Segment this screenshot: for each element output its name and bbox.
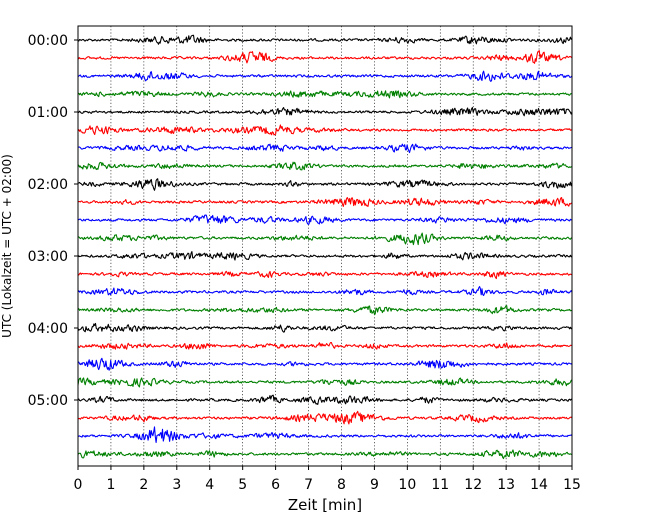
y-tick-label: 04:00 bbox=[28, 321, 68, 337]
x-tick-label: 11 bbox=[431, 477, 449, 493]
seismic-traces bbox=[77, 34, 573, 460]
trace-line bbox=[77, 449, 573, 460]
x-tick-label: 12 bbox=[464, 477, 482, 493]
y-tick-label: 00:00 bbox=[28, 33, 68, 49]
trace-line bbox=[77, 50, 573, 64]
trace-line bbox=[77, 178, 573, 191]
x-axis-ticks: 0 1 2 3 4 5 6 7 8 9 10 11 12 13 14 15 bbox=[74, 466, 581, 493]
trace-line bbox=[77, 70, 573, 82]
x-tick-label: 14 bbox=[530, 477, 548, 493]
trace-line bbox=[77, 124, 573, 136]
x-tick-label: 10 bbox=[398, 477, 416, 493]
x-tick-label: 3 bbox=[172, 477, 181, 493]
x-tick-label: 15 bbox=[563, 477, 581, 493]
trace-line bbox=[77, 90, 573, 99]
x-tick-label: 7 bbox=[304, 477, 313, 493]
y-tick-label: 02:00 bbox=[28, 177, 68, 193]
y-tick-label: 05:00 bbox=[28, 393, 68, 409]
x-tick-label: 0 bbox=[74, 477, 83, 493]
x-tick-label: 13 bbox=[497, 477, 515, 493]
x-tick-label: 9 bbox=[370, 477, 379, 493]
trace-line bbox=[78, 270, 573, 280]
trace-line bbox=[77, 197, 572, 207]
trace-line bbox=[77, 286, 573, 297]
trace-line bbox=[77, 377, 573, 388]
trace-line bbox=[77, 106, 573, 117]
x-tick-label: 6 bbox=[271, 477, 280, 493]
trace-line bbox=[77, 426, 573, 444]
trace-line bbox=[77, 410, 573, 425]
x-tick-label: 2 bbox=[139, 477, 148, 493]
x-axis-label: Zeit [min] bbox=[288, 496, 362, 514]
y-tick-label: 01:00 bbox=[28, 105, 68, 121]
trace-line bbox=[77, 322, 573, 333]
y-axis-ticks: 00:00 01:00 02:00 03:00 04:00 05:00 bbox=[28, 33, 78, 409]
x-tick-label: 1 bbox=[106, 477, 115, 493]
trace-line bbox=[77, 161, 573, 171]
y-tick-label: 03:00 bbox=[28, 249, 68, 265]
trace-line bbox=[77, 251, 573, 261]
trace-line bbox=[77, 143, 573, 154]
trace-line bbox=[77, 214, 573, 225]
plot-frame bbox=[77, 25, 573, 467]
trace-line bbox=[77, 305, 573, 315]
trace-line bbox=[77, 34, 573, 45]
trace-line bbox=[77, 357, 573, 371]
y-axis-label: UTC (Lokalzeit = UTC + 02:00) bbox=[0, 154, 14, 338]
x-tick-label: 8 bbox=[337, 477, 346, 493]
trace-line bbox=[77, 232, 573, 246]
trace-line bbox=[77, 394, 573, 405]
x-tick-label: 4 bbox=[205, 477, 214, 493]
trace-line bbox=[77, 341, 573, 350]
x-tick-label: 5 bbox=[238, 477, 247, 493]
